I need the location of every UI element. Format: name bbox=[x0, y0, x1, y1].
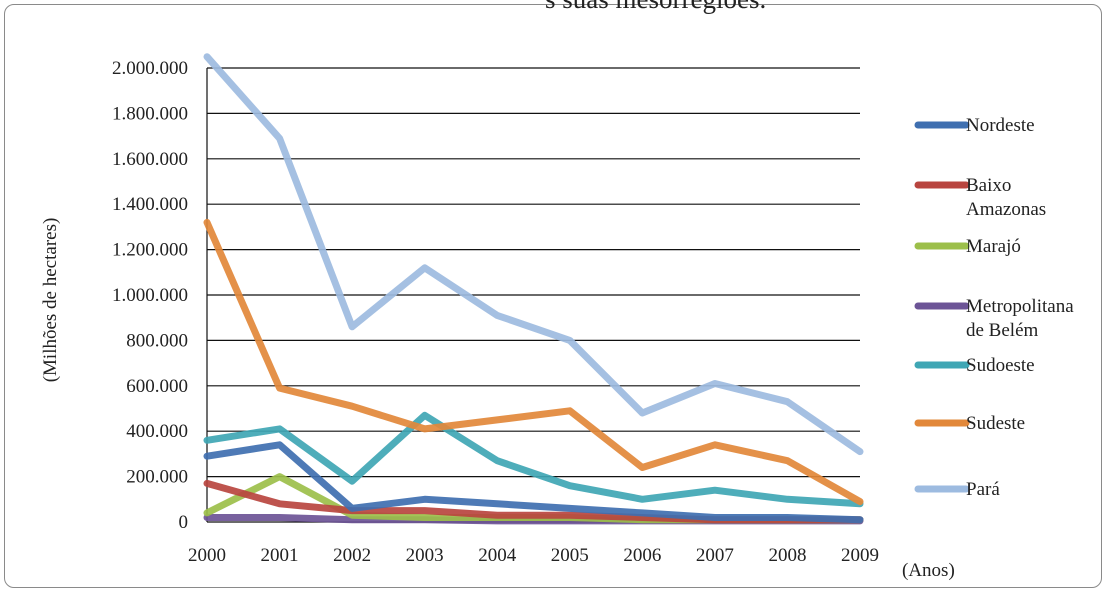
x-tick-labels: 2000 2001 2002 2003 2004 2005 2006 2007 2008 2009 bbox=[188, 545, 879, 566]
x-tick-label: 2000 bbox=[188, 545, 226, 566]
x-tick-label: 2004 bbox=[478, 545, 517, 566]
x-tick-label: 2007 bbox=[696, 545, 734, 566]
y-tick-label: 0 bbox=[179, 512, 189, 533]
legend-label: Marajó bbox=[966, 236, 1021, 257]
y-tick-label: 2.000.000 bbox=[112, 58, 188, 79]
legend-label: Pará bbox=[966, 479, 1000, 500]
legend-label: Baixo Amazonas bbox=[966, 175, 1046, 220]
legend: Nordeste Baixo Amazonas Marajó Metropolitana… bbox=[914, 115, 1074, 500]
y-tick-label: 1.600.000 bbox=[112, 149, 188, 170]
y-tick-label: 800.000 bbox=[126, 330, 188, 351]
y-tick-label: 1.800.000 bbox=[112, 103, 188, 124]
series-line-pará bbox=[203, 53, 864, 456]
y-tick-label: 600.000 bbox=[126, 376, 188, 397]
x-axis-label: (Anos) bbox=[902, 560, 955, 581]
x-tick-label: 2005 bbox=[551, 545, 589, 566]
legend-label: Sudoeste bbox=[966, 355, 1035, 376]
y-tick-label: 400.000 bbox=[126, 421, 188, 442]
chart-title-fragment: s suas mesorregiões. bbox=[545, 0, 766, 15]
x-tick-label: 2002 bbox=[333, 545, 371, 566]
y-axis-label: (Milhões de hectares) bbox=[40, 218, 61, 383]
series-line-nordeste bbox=[203, 441, 864, 524]
x-tick-label: 2001 bbox=[261, 545, 299, 566]
y-tick-label: 200.000 bbox=[126, 467, 188, 488]
legend-label: Nordeste bbox=[966, 115, 1035, 136]
chart-frame bbox=[4, 4, 1102, 588]
series-line-sudoeste bbox=[203, 411, 864, 508]
series-line-sudeste bbox=[203, 218, 864, 506]
y-tick-label: 1.400.000 bbox=[112, 194, 188, 215]
x-tick-label: 2009 bbox=[841, 545, 879, 566]
legend-label: Metropolitana de Belém bbox=[966, 296, 1074, 341]
legend-label: Sudeste bbox=[966, 413, 1025, 434]
x-tick-label: 2003 bbox=[406, 545, 444, 566]
y-tick-label: 1.200.000 bbox=[112, 240, 188, 261]
series-lines bbox=[203, 53, 864, 525]
y-tick-labels: 0 200.000 400.000 600.000 800.000 1.000.000 1.… bbox=[112, 58, 188, 533]
x-tick-label: 2006 bbox=[623, 545, 661, 566]
y-tick-label: 1.000.000 bbox=[112, 285, 188, 306]
x-tick-label: 2008 bbox=[768, 545, 806, 566]
